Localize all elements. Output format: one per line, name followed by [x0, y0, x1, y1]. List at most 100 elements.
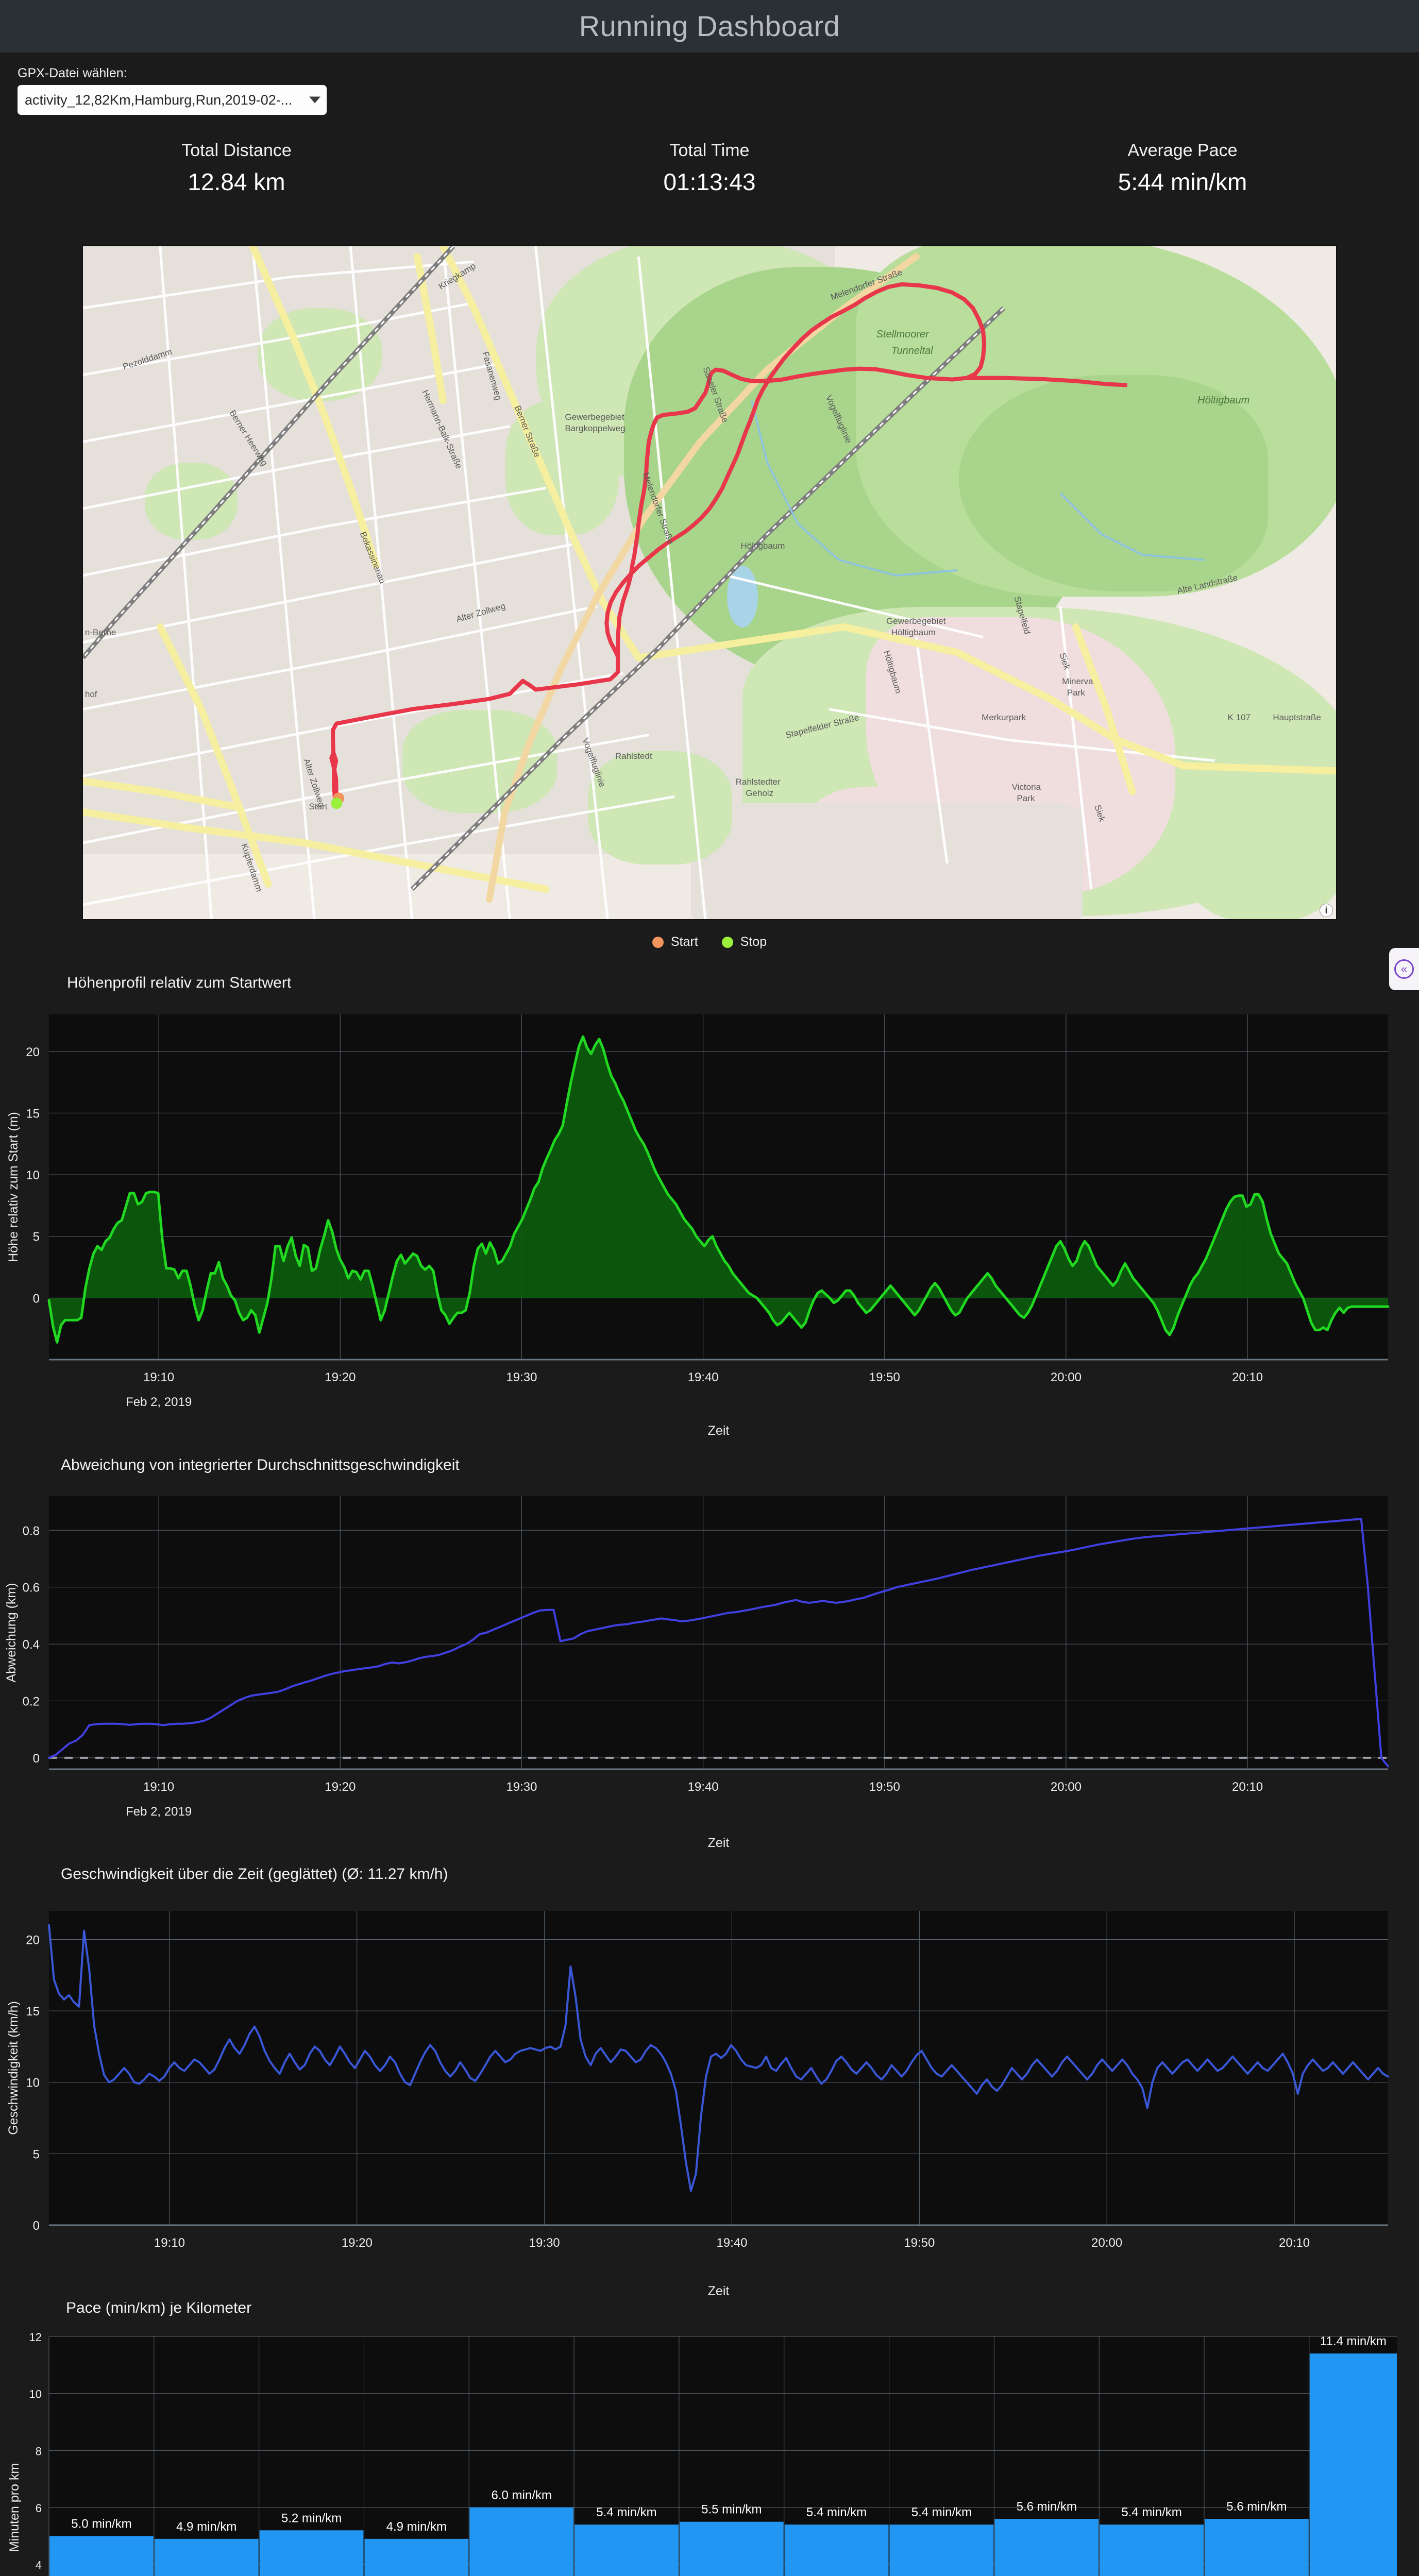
stat-value: 12.84 km: [188, 168, 285, 195]
map-street-label: Hauptstraße: [1273, 713, 1321, 722]
y-tick-label: 12: [29, 2331, 42, 2344]
y-tick-label: 4: [36, 2559, 42, 2572]
stat-value: 01:13:43: [663, 168, 756, 195]
gpx-file-select[interactable]: activity_12,82Km,Hamburg,Run,2019-02-...: [18, 85, 327, 115]
map-urban-area: [691, 803, 1083, 919]
map-street-label: Höltigbaum: [740, 541, 785, 551]
x-tick-label: 19:20: [325, 1370, 356, 1384]
x-tick-label: 19:30: [506, 1370, 537, 1384]
x-tick-label: 19:40: [688, 1370, 719, 1384]
x-tick-label: 19:10: [143, 1780, 174, 1794]
bar-value-label: 5.2 min/km: [281, 2511, 342, 2525]
map-vector-layer: [83, 246, 1336, 919]
stat-average-pace: Average Pace 5:44 min/km: [946, 141, 1419, 196]
bar[interactable]: 5.4 min/km: [1100, 2505, 1204, 2576]
summary-stats: Total Distance 12.84 km Total Time 01:13…: [0, 141, 1419, 196]
y-tick-label: 0.4: [23, 1638, 40, 1652]
bar[interactable]: 6.0 min/km: [469, 2488, 574, 2576]
y-tick-label: 10: [26, 2076, 40, 2090]
map-street-label: Rahlstedt: [615, 751, 652, 761]
map-street-label: Start: [309, 802, 328, 811]
map-street-label: K 107: [1227, 713, 1251, 722]
bar[interactable]: 5.2 min/km: [259, 2511, 364, 2576]
stat-label: Total Distance: [181, 141, 292, 160]
x-tick-label: 19:30: [529, 2236, 560, 2250]
map-green-area: [402, 710, 557, 813]
legend-item-stop[interactable]: Stop: [721, 935, 767, 950]
legend-item-start[interactable]: Start: [652, 935, 698, 950]
bar-value-label: 5.4 min/km: [806, 2505, 867, 2519]
y-tick-label: 0.6: [23, 1581, 40, 1595]
chart-elevation-svg[interactable]: 0 5 10 15 20 19:10 19:20 19:30 19:40 19:50 20:00 20…: [0, 963, 1419, 1442]
bar[interactable]: 5.5 min/km: [679, 2503, 784, 2576]
chart-speed-svg[interactable]: 0 5 10 15 20 19:10 19:20 19:30 19:40 19:50 20:00 20…: [0, 1854, 1419, 2302]
x-tick-label: 20:00: [1051, 1370, 1082, 1384]
bar[interactable]: 5.4 min/km: [889, 2505, 994, 2576]
bar[interactable]: 4.9 min/km: [154, 2520, 259, 2576]
bar[interactable]: 4.9 min/km: [364, 2520, 469, 2576]
x-tick-label: 19:10: [143, 1370, 174, 1384]
stop-marker-dot: [721, 936, 733, 948]
x-tick-label: 20:00: [1051, 1780, 1082, 1794]
gpx-file-picker: GPX-Datei wählen: activity_12,82Km,Hambu…: [0, 53, 1419, 115]
map-street-label: Park: [1067, 688, 1085, 698]
x-axis-label: Zeit: [708, 1423, 730, 1438]
x-axis-label: Zeit: [708, 1836, 730, 1850]
bar-value-label: 5.4 min/km: [1121, 2505, 1181, 2519]
map-container: i Pezolddamm Kriegkamp Fasanenweg Berner He…: [0, 245, 1419, 920]
chart-series-line: [47, 1035, 1390, 1344]
map-place-label: Tunneltal: [891, 345, 933, 357]
bar[interactable]: 5.4 min/km: [784, 2505, 889, 2576]
chart-deviation-svg[interactable]: 0 0.2 0.4 0.6 0.8 19:10 19:20 19:30 19:40 19:50 20…: [0, 1442, 1419, 1854]
chart-title: Abweichung von integrierter Durchschnitt…: [61, 1456, 460, 1473]
map-street-label: n-Berne: [85, 628, 116, 637]
chart-pace: Pace (min/km) je Kilometer 0246810120123…: [0, 2302, 1419, 2576]
chart-series-line: [48, 1924, 1389, 2192]
bar[interactable]: 5.4 min/km: [575, 2505, 679, 2576]
x-tick-label: 20:10: [1232, 1780, 1263, 1794]
x-axis-date-label: Feb 2, 2019: [126, 1395, 192, 1409]
y-tick-label: 5: [33, 2147, 40, 2161]
stat-total-distance: Total Distance 12.84 km: [0, 141, 473, 196]
x-tick-label: 20:10: [1279, 2236, 1310, 2250]
y-axis-label: Geschwindigkeit (km/h): [6, 2001, 21, 2135]
legend-label: Stop: [740, 935, 767, 949]
y-tick-label: 0: [33, 1292, 40, 1306]
map-street-label: Bargkoppelweg: [565, 423, 626, 433]
collapse-sidebar-button[interactable]: «: [1389, 948, 1419, 990]
gpx-file-picker-label: GPX-Datei wählen:: [18, 66, 127, 80]
y-tick-label: 0: [33, 2219, 40, 2233]
map-street-label: Victoria: [1011, 782, 1041, 792]
chart-elevation: Höhenprofil relativ zum Startwert 0 5 10 15…: [0, 963, 1419, 1442]
x-tick-label: 19:30: [506, 1780, 537, 1794]
bar[interactable]: 11.4 min/km: [1309, 2334, 1397, 2576]
stat-label: Average Pace: [1127, 141, 1238, 160]
map-street-label: Park: [1017, 793, 1035, 803]
map-street-label: Minerva: [1062, 676, 1093, 686]
bar-value-label: 11.4 min/km: [1320, 2334, 1387, 2348]
x-tick-label: 19:10: [154, 2236, 185, 2250]
y-tick-label: 0.2: [23, 1695, 40, 1709]
x-tick-label: 20:00: [1091, 2236, 1122, 2250]
bar[interactable]: 5.6 min/km: [994, 2500, 1099, 2576]
bar-value-label: 5.6 min/km: [1017, 2500, 1077, 2514]
attribution-info-icon[interactable]: i: [1320, 904, 1333, 917]
map-street-label: Gewerbegebiet: [886, 616, 946, 626]
map-place-label: Stellmoorer: [876, 329, 929, 340]
chevrons-left-icon: «: [1394, 959, 1414, 979]
y-axis-label: Höhe relativ zum Start (m): [6, 1112, 21, 1262]
route-map[interactable]: i Pezolddamm Kriegkamp Fasanenweg Berner He…: [82, 245, 1337, 920]
bar-value-label: 5.4 min/km: [911, 2505, 972, 2519]
x-tick-label: 19:50: [904, 2236, 935, 2250]
map-street-label: Höltigbaum: [891, 628, 936, 637]
y-tick-label: 10: [29, 2388, 42, 2401]
chart-pace-svg[interactable]: 02468101201234567891011125.0 min/km4.9 m…: [0, 2302, 1419, 2576]
bar-value-label: 6.0 min/km: [491, 2488, 551, 2502]
bar[interactable]: 5.6 min/km: [1204, 2500, 1309, 2576]
page-title: Running Dashboard: [579, 10, 840, 42]
bar-value-label: 4.9 min/km: [176, 2520, 236, 2534]
map-street-label: hof: [85, 689, 97, 699]
x-tick-label: 19:50: [869, 1370, 900, 1384]
y-tick-label: 0: [33, 1752, 40, 1766]
bar[interactable]: 5.0 min/km: [49, 2517, 154, 2576]
